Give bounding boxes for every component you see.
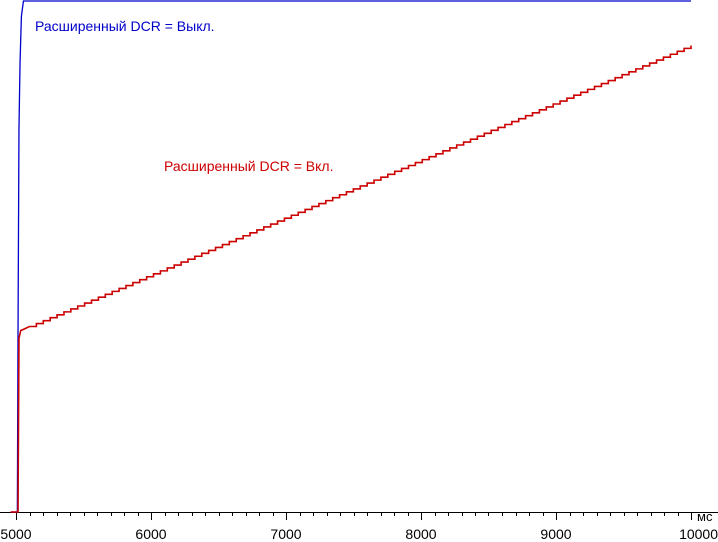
series-line-dcr-off bbox=[10, 0, 691, 513]
axes: 5000 6000 7000 8000 9000 10000 bbox=[0, 512, 718, 542]
series-label-dcr-on: Расширенный DCR = Вкл. bbox=[164, 158, 333, 174]
x-tick-label: 8000 bbox=[405, 526, 436, 542]
series-line-dcr-on bbox=[10, 45, 692, 513]
series-layer bbox=[10, 0, 692, 513]
series-label-dcr-off: Расширенный DCR = Выкл. bbox=[35, 18, 215, 34]
x-axis-unit-label: мс bbox=[697, 509, 713, 524]
x-tick-label: 9000 bbox=[540, 526, 571, 542]
x-tick-label: 6000 bbox=[135, 526, 166, 542]
x-tick-label: 10000 bbox=[679, 526, 718, 542]
x-tick-label: 5000 bbox=[0, 526, 31, 542]
x-tick-label: 7000 bbox=[270, 526, 301, 542]
